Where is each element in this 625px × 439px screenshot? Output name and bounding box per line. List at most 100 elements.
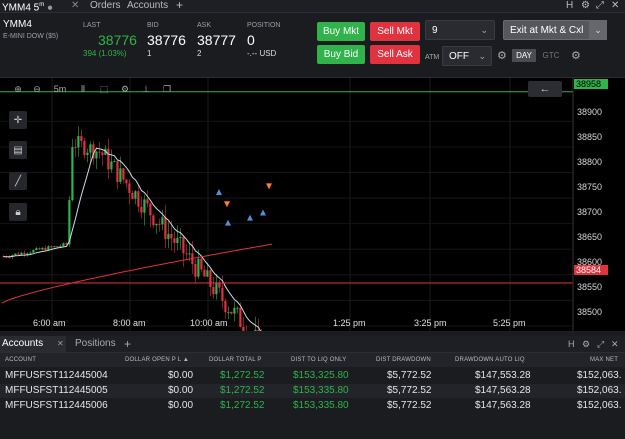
candle: [161, 217, 164, 225]
chevron-down-icon: ⌄: [480, 24, 488, 35]
buy-marker-icon: [260, 209, 266, 216]
moving-average-line: [3, 147, 262, 331]
ask-value: 38777: [197, 32, 236, 48]
col-dist-liq[interactable]: DIST TO LIQ ONLY: [291, 357, 347, 363]
high-price-tag: 38958: [574, 79, 608, 89]
tab-orders[interactable]: Orders: [90, 0, 121, 11]
exit-dropdown-icon[interactable]: ⌄: [589, 20, 607, 40]
window-settings-icon[interactable]: ⚙: [581, 0, 590, 11]
x-tick-label: 5:25 pm: [493, 318, 526, 328]
candle: [8, 256, 11, 258]
candle: [32, 250, 35, 253]
buy-mkt-button[interactable]: Buy Mkt: [317, 22, 365, 41]
account-cell: MFFUSFST112445004: [5, 370, 108, 381]
window-h-button[interactable]: H: [566, 0, 574, 11]
tab-accounts-panel[interactable]: Accounts: [2, 338, 44, 349]
notes-icon[interactable]: ▤: [9, 141, 27, 159]
zoom-in-icon[interactable]: ⊕: [14, 83, 22, 94]
tif-day-toggle[interactable]: DAY: [512, 49, 536, 62]
y-tick-label: 38900: [577, 107, 603, 117]
sell-mkt-button[interactable]: Sell Mkt: [370, 22, 420, 41]
window-close-icon[interactable]: ✕: [611, 0, 620, 11]
panel-expand-icon[interactable]: ⤢: [597, 339, 605, 349]
tab-positions[interactable]: Positions: [75, 338, 116, 349]
candle: [53, 246, 56, 248]
candle: [212, 287, 215, 295]
buy-bid-button[interactable]: Buy Bid: [317, 45, 365, 64]
sell-ask-button[interactable]: Sell Ask: [370, 45, 420, 64]
candle: [83, 141, 86, 156]
candle: [257, 329, 260, 331]
position-pnl: -.-- USD: [247, 49, 277, 58]
symbol-name[interactable]: YMM4: [3, 19, 32, 30]
indicators-icon[interactable]: ⊥: [142, 83, 150, 94]
candle: [131, 192, 134, 199]
buy-marker-icon: [216, 188, 222, 195]
y-tick-label: 38750: [577, 182, 603, 192]
draw-line-icon[interactable]: ╱: [9, 172, 27, 190]
accounts-panel-tabs: Accounts ✕ Positions + H ⚙ ⤢ ✕: [0, 336, 625, 353]
crosshair-icon[interactable]: ✛: [9, 111, 27, 129]
max-net-cell: $152,063.: [577, 385, 622, 396]
candle: [155, 223, 158, 226]
quantity-input[interactable]: 9 ⌄: [425, 20, 495, 40]
dd-auto-cell: $147,553.28: [475, 370, 531, 381]
candle: [41, 247, 44, 250]
ask-size: 2: [197, 49, 202, 58]
table-row[interactable]: MFFUSFST112445006 $0.00 $1,272.52 $153,3…: [0, 399, 625, 413]
symbol-description: E-MINI DOW ($5): [3, 33, 59, 40]
candle: [167, 233, 170, 239]
total-p-cell: $1,272.52: [220, 400, 265, 411]
table-row[interactable]: MFFUSFST112445004 $0.00 $1,272.52 $153,3…: [0, 369, 625, 383]
candle: [206, 270, 209, 277]
price-chart[interactable]: ⊕ ⊖ 5m ⫴ ⬚ ⚙ ⊥ ❐ ✛ ▤ ╱ 🔒︎ ← 38900 38850 …: [0, 78, 625, 331]
y-tick-label: 38800: [577, 157, 603, 167]
candle-style-icon[interactable]: ⫴: [81, 83, 85, 94]
add-tab-button[interactable]: +: [176, 0, 184, 12]
candle: [149, 203, 152, 216]
candle: [113, 161, 116, 163]
candle: [2, 256, 5, 258]
scroll-to-latest-icon[interactable]: ←: [528, 81, 562, 97]
atm-settings-icon[interactable]: ⚙: [497, 50, 507, 62]
x-tick-label: 3:25 pm: [414, 318, 447, 328]
panel-close-icon[interactable]: ✕: [611, 339, 619, 349]
bid-size: 1: [147, 49, 152, 58]
col-total-p[interactable]: DOLLAR TOTAL P: [209, 357, 262, 363]
col-dist-dd[interactable]: DIST DRAWDOWN: [376, 357, 431, 363]
col-dd-auto[interactable]: DRAWDOWN AUTO LIQ: [455, 357, 525, 363]
zoom-out-icon[interactable]: ⊖: [33, 83, 41, 94]
add-tab-button[interactable]: +: [124, 337, 132, 351]
dist-liq-cell: $153,325.80: [293, 370, 349, 381]
table-empty-area: [0, 415, 625, 439]
close-icon[interactable]: ✕: [57, 339, 64, 348]
atm-select[interactable]: OFF ⌄: [442, 46, 492, 66]
lock-icon[interactable]: 🔒︎: [9, 203, 27, 221]
tab-accounts[interactable]: Accounts: [127, 0, 169, 11]
col-account[interactable]: ACCOUNT: [5, 357, 37, 363]
dist-dd-cell: $5,772.52: [387, 385, 432, 396]
interval-select[interactable]: 5m: [53, 84, 67, 94]
dd-auto-cell: $147,563.28: [475, 400, 531, 411]
candle: [62, 243, 65, 246]
atm-label: ATM: [425, 54, 440, 61]
tab-close-icon[interactable]: ✕: [71, 0, 80, 11]
x-tick-label: 6:00 am: [33, 318, 66, 328]
layers-icon[interactable]: ❐: [162, 83, 172, 94]
candle: [38, 248, 41, 250]
window-expand-icon[interactable]: ⤢: [596, 0, 604, 11]
tif-settings-icon[interactable]: ⚙: [571, 50, 581, 62]
table-row[interactable]: MFFUSFST112445005 $0.00 $1,272.52 $153,3…: [0, 384, 625, 398]
candle: [122, 168, 125, 180]
col-max-net[interactable]: MAX NET: [590, 357, 619, 363]
panel-settings-icon[interactable]: ⚙: [582, 339, 591, 349]
panel-h-button[interactable]: H: [568, 339, 575, 349]
account-cell: MFFUSFST112445005: [5, 385, 108, 396]
tif-gtc-toggle[interactable]: GTC: [542, 51, 560, 60]
chart-settings-icon[interactable]: ⚙: [120, 83, 130, 94]
sell-marker-icon: [224, 201, 230, 208]
col-open-pl[interactable]: DOLLAR OPEN P L ▲: [125, 357, 190, 363]
tab-chart[interactable]: YMM4 5m ●: [2, 2, 54, 14]
selection-box-icon[interactable]: ⬚: [99, 83, 109, 94]
candle: [221, 287, 224, 301]
